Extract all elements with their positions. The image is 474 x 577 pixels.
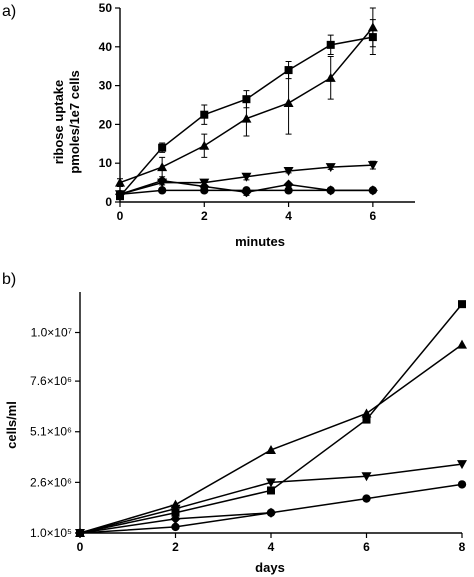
data-point-b-circle bbox=[171, 522, 180, 532]
data-point-b-triangle-up bbox=[361, 408, 372, 418]
y-tick-label-b: 5.1×10⁶ bbox=[30, 425, 72, 439]
data-point-a-triangle-up bbox=[367, 22, 378, 32]
data-point-b-triangle-down bbox=[170, 504, 181, 514]
x-tick-label-b: 2 bbox=[172, 540, 179, 554]
data-point-a-square bbox=[326, 40, 335, 49]
data-point-b-square bbox=[458, 300, 466, 309]
x-tick-label-a: 6 bbox=[370, 209, 377, 223]
panel-label-b: b) bbox=[2, 271, 16, 288]
x-tick-label-b: 0 bbox=[77, 540, 84, 554]
data-point-a-square bbox=[284, 66, 293, 75]
data-point-a-circle bbox=[326, 186, 335, 195]
data-point-a-diamond bbox=[157, 175, 168, 186]
data-point-b-circle bbox=[457, 480, 467, 489]
series-b-square bbox=[76, 300, 466, 537]
data-point-a-circle bbox=[368, 186, 378, 195]
x-tick-label-a: 4 bbox=[285, 209, 292, 223]
data-point-a-triangle-up bbox=[283, 98, 294, 108]
series-group-a bbox=[115, 7, 378, 201]
axes-a: 0 2 4 6 0 10 20 30 40 50 bbox=[99, 1, 415, 223]
chart-panel-b: b) cells/ml days 0 2 4 6 8 1.0×10⁵ 2.6×10⁶ 5.1×… bbox=[2, 271, 467, 575]
data-point-a-triangle-up bbox=[241, 113, 252, 123]
y-tick-label-a: 40 bbox=[99, 40, 113, 54]
data-point-a-circle bbox=[284, 186, 293, 195]
x-axis-label-a: minutes bbox=[235, 234, 285, 249]
series-line-b-triangle-down bbox=[79, 463, 463, 534]
y-tick-label-b: 1.0×10⁵ bbox=[30, 526, 72, 540]
data-point-a-triangle-down bbox=[283, 166, 294, 176]
series-line-b-square bbox=[79, 303, 463, 534]
data-point-a-triangle-up bbox=[115, 177, 125, 187]
data-point-b-triangle-down bbox=[457, 460, 467, 470]
axes-b: 0 2 4 6 8 1.0×10⁵ 2.6×10⁶ 5.1×10⁶ 7.6×10⁶ 1.0×10⁷ bbox=[30, 292, 466, 554]
x-tick-label-a: 2 bbox=[201, 209, 208, 223]
series-group-b bbox=[75, 300, 467, 538]
data-point-a-triangle-up bbox=[199, 140, 210, 150]
series-a-circle bbox=[115, 186, 378, 199]
data-point-a-triangle-up bbox=[157, 162, 168, 172]
data-point-b-triangle-up bbox=[457, 339, 467, 349]
series-b-triangle-down bbox=[75, 460, 467, 538]
data-point-a-triangle-down bbox=[325, 163, 336, 173]
data-point-b-circle bbox=[75, 528, 85, 538]
data-point-a-square bbox=[242, 95, 251, 104]
data-point-a-square bbox=[200, 110, 209, 119]
y-tick-label-a: 20 bbox=[99, 117, 113, 131]
data-point-b-square bbox=[362, 415, 371, 424]
y-tick-label-a: 0 bbox=[105, 195, 112, 209]
data-point-a-circle bbox=[200, 186, 209, 195]
y-tick-label-b: 1.0×10⁷ bbox=[31, 326, 72, 340]
data-point-b-circle bbox=[362, 494, 371, 503]
y-tick-label-a: 50 bbox=[99, 1, 113, 15]
x-tick-label-b: 6 bbox=[363, 540, 370, 554]
data-point-b-square bbox=[267, 486, 275, 495]
data-point-b-triangle-down bbox=[266, 478, 276, 488]
data-point-a-circle bbox=[115, 190, 125, 199]
data-point-a-triangle-down bbox=[241, 172, 252, 182]
y-tick-label-a: 30 bbox=[99, 79, 113, 93]
panel-label-a: a) bbox=[2, 3, 16, 20]
y-tick-label-a: 10 bbox=[99, 156, 113, 170]
y-axis-label-a-line1: ribose uptake bbox=[51, 80, 66, 165]
x-axis-label-b: days bbox=[255, 560, 285, 575]
data-point-b-triangle-up bbox=[266, 444, 276, 454]
x-tick-label-b: 8 bbox=[459, 540, 466, 554]
y-tick-label-b: 2.6×10⁶ bbox=[30, 475, 72, 489]
x-tick-label-a: 0 bbox=[117, 209, 124, 223]
series-b-circle bbox=[75, 480, 467, 538]
data-point-b-triangle-down bbox=[361, 472, 372, 482]
data-point-b-diamond bbox=[170, 513, 181, 524]
y-tick-label-b: 7.6×10⁶ bbox=[30, 374, 72, 388]
data-point-a-circle bbox=[242, 186, 251, 195]
series-a-triangle-up bbox=[115, 7, 378, 187]
chart-panel-a: a) ribose uptake pmoles/1e7 cells minute… bbox=[2, 1, 415, 249]
data-point-a-square bbox=[158, 143, 167, 152]
data-point-b-circle bbox=[266, 508, 276, 517]
y-axis-label-b: cells/ml bbox=[4, 401, 19, 449]
y-axis-label-a-line2: pmoles/1e7 cells bbox=[67, 70, 82, 173]
data-point-a-triangle-down bbox=[367, 161, 378, 171]
data-point-a-circle bbox=[157, 186, 167, 195]
x-tick-label-b: 4 bbox=[268, 540, 275, 554]
data-point-a-triangle-up bbox=[325, 72, 336, 82]
